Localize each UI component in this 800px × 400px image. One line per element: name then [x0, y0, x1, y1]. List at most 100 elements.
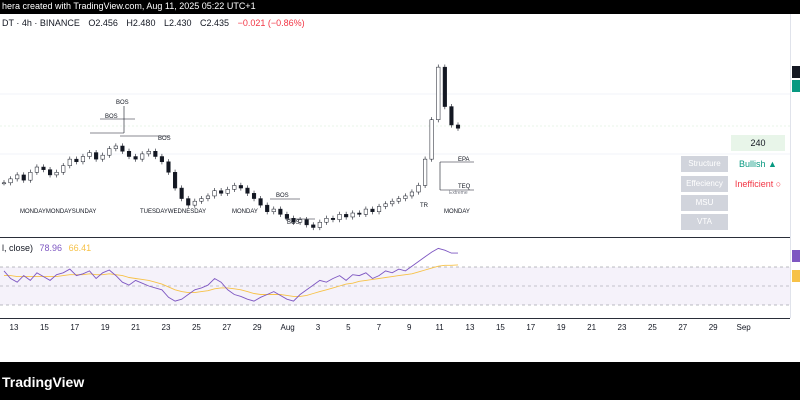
candle-body [258, 198, 263, 206]
candle-body [179, 187, 184, 199]
candle-body [442, 66, 447, 107]
candle-body [363, 208, 368, 215]
time-tick: 17 [526, 323, 536, 332]
candle-body [48, 169, 53, 176]
candle-body [153, 151, 158, 157]
candle-body [330, 218, 336, 220]
candle-body [166, 161, 171, 173]
time-tick: 11 [435, 323, 444, 332]
structure-annotations [90, 106, 474, 220]
day-label-2: TUESDAYWEDNESDAY [140, 209, 206, 215]
candle-body [324, 218, 329, 223]
time-tick: 19 [556, 323, 566, 332]
candle-body [376, 206, 382, 212]
close-value: C2.435 [200, 18, 230, 28]
time-tick: 25 [191, 323, 201, 332]
time-tick: 23 [161, 323, 171, 332]
candle-body [416, 185, 421, 193]
candle-body [232, 185, 237, 190]
time-tick: 3 [315, 323, 321, 332]
msu-button[interactable]: MSU [681, 195, 728, 211]
time-axis[interactable]: 13 15 17 19 21 23 25 27 29 Aug 3 5 7 9 11 13 15 17 19 21 23 2… [0, 318, 790, 337]
candle-body [113, 145, 118, 149]
candle-body [94, 152, 99, 160]
candle-body [54, 172, 59, 176]
price-chart[interactable]: BOS BOS BOS BOS BOS EPA TEQ Extreme MOND… [0, 14, 790, 238]
candle-body [251, 193, 257, 199]
symbol-name[interactable]: DT · 4h · BINANCE [2, 18, 80, 28]
price-axis[interactable] [790, 14, 800, 318]
time-tick: 29 [252, 323, 262, 332]
candle-body [350, 212, 355, 218]
rsi-pane[interactable] [0, 238, 790, 318]
rsi-label: l, close) [2, 243, 34, 253]
candle-body [449, 106, 454, 126]
time-tick: 21 [131, 323, 141, 332]
candle-body [357, 212, 362, 215]
candle-body [140, 153, 145, 160]
candle-body [238, 185, 243, 189]
candle-body [225, 189, 230, 194]
time-tick: 5 [346, 323, 351, 332]
change-value: −0.021 (−0.86%) [237, 18, 305, 28]
candle-body [186, 198, 191, 206]
time-tick: 9 [406, 323, 412, 332]
candle-body [41, 166, 46, 170]
candle-body [67, 158, 72, 166]
symbol-legend[interactable]: DT · 4h · BINANCE O2.456 H2.480 L2.430 C… [2, 18, 305, 28]
candle-body [271, 208, 276, 212]
candle-body [337, 214, 342, 220]
candle-body [304, 219, 309, 226]
vta-button[interactable]: VTA [681, 214, 728, 230]
candle-body [219, 190, 224, 194]
time-tick: 25 [647, 323, 657, 332]
rsi-band [0, 267, 790, 305]
candle-body [311, 224, 316, 228]
efficiency-status: Inefficient ○ [734, 179, 782, 189]
candle-body [455, 124, 461, 129]
candle-body [34, 166, 39, 173]
rsi-value: 78.96 [39, 243, 63, 253]
price-grid [0, 93, 790, 155]
header-bar: hera created with TradingView.com, Aug 1… [0, 0, 800, 14]
candle-body [120, 145, 125, 152]
candle-body [291, 218, 296, 223]
candle-body [212, 190, 217, 197]
candle-body [423, 158, 428, 186]
candle-body [133, 156, 138, 160]
high-value: H2.480 [126, 18, 156, 28]
efficiency-button[interactable]: Effeciency [681, 176, 728, 192]
candle-body [173, 172, 178, 189]
candle-body [409, 191, 414, 197]
candle-body [1, 182, 7, 185]
candle-body [159, 156, 164, 163]
candle-body [383, 203, 388, 207]
day-label-3: MONDAY [232, 209, 258, 215]
candle-body [390, 200, 395, 205]
candle-body [436, 66, 441, 120]
structure-button[interactable]: Structure [681, 156, 728, 172]
time-tick: 13 [9, 323, 19, 332]
candle-body [100, 154, 105, 160]
structure-panel: 240 Structure Bullish ▲ Effeciency Ineff… [679, 135, 785, 235]
rsi-legend[interactable]: l, close) 78.96 66.41 [2, 243, 91, 253]
day-label-4: MONDAY [444, 209, 470, 215]
pane-separator[interactable] [0, 237, 790, 238]
bos-label-4: BOS [276, 193, 289, 199]
time-tick: 7 [376, 323, 382, 332]
tr-label: TR [420, 203, 429, 209]
bos-label-2: BOS [105, 114, 118, 120]
candle-body [80, 156, 86, 163]
candle-body [146, 151, 151, 155]
open-value: O2.456 [88, 18, 118, 28]
candle-body [278, 208, 283, 215]
time-tick: 13 [465, 323, 475, 332]
rsi-ma-tag [792, 270, 800, 282]
footer-bar: TradingView [0, 362, 800, 400]
candle-body [192, 200, 197, 206]
time-tick: 17 [70, 323, 80, 332]
time-tick: 29 [708, 323, 718, 332]
time-tick: Aug [280, 323, 295, 332]
time-tick: 27 [222, 323, 232, 332]
